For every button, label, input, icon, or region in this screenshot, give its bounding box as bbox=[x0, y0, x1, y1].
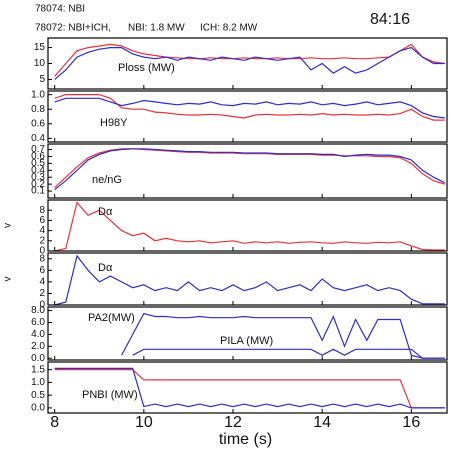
series-line bbox=[54, 369, 445, 409]
panel-frame bbox=[47, 361, 448, 414]
series-line bbox=[132, 348, 445, 359]
y-tick-label: 8 bbox=[39, 205, 45, 216]
y-tick-label: 0.1 bbox=[31, 186, 45, 197]
y-tick-label: 2 bbox=[39, 288, 45, 299]
y-tick-label: 0.7 bbox=[31, 144, 45, 155]
series-line bbox=[54, 43, 445, 77]
series-line bbox=[54, 97, 445, 119]
y-tick-label: 1.0 bbox=[31, 377, 45, 388]
y-tick-label: 0.8 bbox=[31, 104, 45, 115]
y-tick-label: 1.5 bbox=[31, 364, 45, 375]
panel-frame bbox=[47, 37, 448, 90]
series-line bbox=[54, 148, 446, 191]
x-tick-label: 8 bbox=[50, 414, 59, 431]
y-tick-label: 1.0 bbox=[31, 89, 45, 100]
y-tick-label: 6 bbox=[39, 215, 45, 226]
panel-label: PILA (MW) bbox=[220, 335, 273, 347]
series-line bbox=[54, 94, 445, 121]
x-tick-label: 14 bbox=[313, 414, 331, 431]
y-tick-label: 0.5 bbox=[31, 158, 45, 169]
y-tick-label: 0.3 bbox=[31, 172, 45, 183]
series-line bbox=[54, 46, 445, 80]
x-tick-label: 12 bbox=[224, 414, 242, 431]
panel-label: PNBI (MW) bbox=[82, 389, 138, 401]
x-axis-label: time (s) bbox=[219, 431, 272, 448]
shot-label: 78072: NBI+ICH, bbox=[35, 23, 111, 34]
series-line bbox=[121, 312, 445, 359]
panel-label: Dα bbox=[98, 262, 113, 274]
y-tick-label: 0.6 bbox=[31, 151, 45, 162]
y-tick-label: 10 bbox=[34, 58, 46, 69]
y-axis-label: v bbox=[3, 277, 14, 282]
y-tick-label: 0.4 bbox=[31, 133, 45, 144]
y-tick-label: 0.6 bbox=[31, 118, 45, 129]
y-tick-label: 0 bbox=[39, 300, 45, 311]
y-tick-label: 0 bbox=[39, 246, 45, 257]
panel-frame bbox=[47, 90, 448, 143]
y-tick-label: 6 bbox=[39, 265, 45, 276]
y-tick-label: 4 bbox=[39, 277, 45, 288]
panel-label: H98Y bbox=[100, 117, 128, 129]
y-tick-label: 8 bbox=[39, 253, 45, 264]
panel-label: Ploss (MW) bbox=[118, 62, 175, 74]
y-tick-label: 0.0 bbox=[31, 403, 45, 414]
panel-label: ne/nG bbox=[92, 174, 122, 186]
y-tick-label: 15 bbox=[34, 42, 46, 53]
y-tick-label: 4.0 bbox=[31, 329, 45, 340]
panel-label: PA2(MW) bbox=[88, 312, 135, 324]
x-tick-label: 16 bbox=[402, 414, 420, 431]
y-tick-label: 4 bbox=[39, 225, 45, 236]
x-tick-label: 10 bbox=[135, 414, 153, 431]
panel-frame bbox=[47, 143, 448, 199]
nbi-power: NBI: 1.8 MW bbox=[128, 23, 185, 34]
y-tick-label: 0.2 bbox=[31, 179, 45, 190]
panel-label: Dα bbox=[98, 206, 113, 218]
y-tick-label: 0.0 bbox=[31, 353, 45, 364]
series-line bbox=[54, 254, 445, 306]
y-axis-label: v bbox=[3, 223, 14, 228]
y-tick-label: 5 bbox=[39, 74, 45, 85]
panel-frame bbox=[47, 306, 448, 361]
series-line bbox=[54, 148, 445, 189]
time-stamp: 84:16 bbox=[370, 11, 410, 28]
shot-label: 78074: NBI bbox=[35, 4, 85, 15]
y-tick-label: 0.4 bbox=[31, 165, 45, 176]
series-line bbox=[54, 367, 445, 409]
ich-power: ICH: 8.2 MW bbox=[200, 23, 258, 34]
series-line bbox=[54, 201, 445, 252]
panel-frame bbox=[47, 199, 448, 252]
y-tick-label: 8.0 bbox=[31, 305, 45, 316]
y-tick-label: 2 bbox=[39, 235, 45, 246]
y-tick-label: 2.0 bbox=[31, 341, 45, 352]
y-tick-label: 0.5 bbox=[31, 390, 45, 401]
y-tick-label: 6.0 bbox=[31, 317, 45, 328]
panel-frame bbox=[47, 252, 448, 306]
